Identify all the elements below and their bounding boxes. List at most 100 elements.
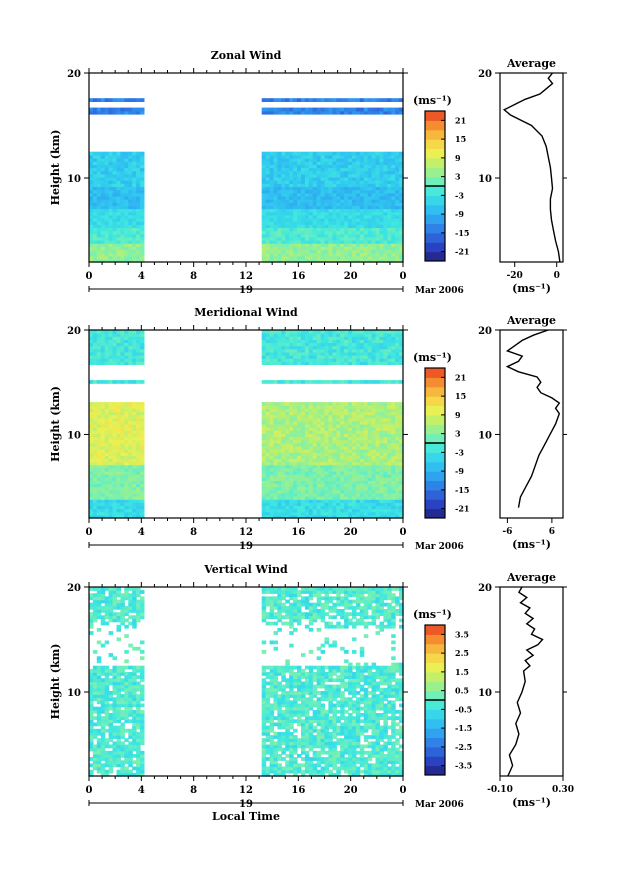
heatmap-cell	[281, 424, 286, 428]
heatmap-cell	[308, 511, 314, 516]
heatmap-cell	[136, 183, 141, 188]
heatmap-cell	[379, 351, 384, 356]
heatmap-cell	[281, 221, 286, 225]
heatmap-cell	[92, 433, 98, 438]
heatmap-cell	[293, 408, 298, 412]
heatmap-cell	[104, 719, 110, 724]
heatmap-cell	[112, 684, 117, 689]
heatmap-cell	[399, 233, 404, 238]
heatmap-cell	[136, 361, 141, 365]
heatmap-cell	[281, 189, 286, 194]
heatmap-cell	[391, 351, 396, 356]
heatmap-cell	[140, 480, 145, 485]
heatmap-cell	[352, 173, 357, 178]
heatmap-cell	[324, 458, 329, 463]
heatmap-cell	[359, 195, 365, 200]
heatmap-cell	[363, 477, 369, 481]
heatmap-cell	[128, 98, 133, 102]
heatmap-cell	[316, 436, 322, 441]
heatmap-cell	[124, 214, 129, 219]
heatmap-cell	[320, 471, 326, 475]
heatmap-cell	[367, 414, 373, 419]
heatmap-cell	[316, 433, 322, 438]
heatmap-cell	[367, 151, 373, 156]
heatmap-cell	[108, 511, 114, 516]
colorbar-swatch	[425, 508, 445, 519]
heatmap-cell	[344, 496, 349, 500]
heatmap-cell	[128, 339, 133, 344]
heatmap-cell	[363, 420, 369, 425]
heatmap-cell	[297, 183, 302, 188]
heatmap-cell	[89, 252, 94, 257]
heatmap-cell	[136, 240, 141, 244]
heatmap-cell	[375, 333, 380, 337]
heatmap-cell	[112, 593, 117, 598]
heatmap-cell	[100, 596, 106, 601]
heatmap-cell	[399, 339, 404, 344]
heatmap-cell	[289, 233, 294, 238]
heatmap-cell	[104, 176, 110, 181]
heatmap-cell	[316, 243, 322, 247]
heatmap-cell	[136, 173, 141, 178]
heatmap-cell	[320, 170, 326, 175]
heatmap-cell	[383, 486, 388, 491]
heatmap-cell	[281, 433, 286, 438]
heatmap-cell	[96, 199, 102, 203]
heatmap-cell	[352, 255, 357, 260]
heatmap-cell	[89, 243, 94, 247]
heatmap-cell	[320, 502, 326, 506]
heatmap-cell	[136, 107, 141, 112]
colorbar-tick-label: -15	[455, 228, 469, 238]
heatmap-cell	[348, 436, 353, 441]
heatmap-cell	[277, 445, 282, 450]
heatmap-cell	[344, 358, 349, 362]
heatmap-cell	[136, 167, 141, 172]
heatmap-cell	[281, 330, 286, 334]
heatmap-cell	[371, 240, 377, 244]
heatmap-cell	[383, 361, 388, 365]
heatmap-cell	[100, 477, 106, 481]
heatmap-cell	[399, 489, 404, 494]
heatmap-cell	[108, 240, 114, 244]
heatmap-cell	[277, 243, 282, 247]
heatmap-cell	[367, 98, 373, 102]
heatmap-cell	[328, 414, 333, 419]
x-tick-label: 20	[344, 271, 358, 282]
heatmap-cell	[379, 252, 384, 257]
heatmap-cell	[120, 458, 125, 463]
heatmap-cell	[116, 427, 121, 431]
heatmap-cell	[355, 98, 361, 102]
heatmap-cell	[304, 452, 310, 456]
heatmap-cell	[297, 483, 302, 488]
heatmap-cell	[261, 202, 267, 206]
heatmap-cell	[261, 436, 267, 441]
heatmap-cell	[136, 339, 141, 344]
heatmap-cell	[116, 747, 121, 752]
heatmap-cell	[391, 202, 396, 206]
heatmap-cell	[379, 439, 384, 444]
heatmap-cell	[273, 414, 278, 419]
heatmap-cell	[399, 449, 404, 453]
heatmap-cell	[136, 464, 141, 469]
heatmap-cell	[112, 464, 117, 469]
heatmap-cell	[363, 442, 369, 447]
heatmap-cell	[136, 445, 141, 450]
heatmap-cell	[308, 98, 314, 102]
heatmap-cell	[112, 474, 117, 478]
heatmap-cell	[387, 224, 392, 228]
heatmap-cell	[375, 236, 380, 241]
heatmap-cell	[100, 221, 106, 225]
heatmap-cell	[316, 170, 322, 175]
heatmap-cell	[383, 189, 388, 194]
heatmap-cell	[332, 380, 337, 384]
heatmap-cell	[308, 464, 314, 469]
heatmap-cell	[304, 467, 310, 472]
heatmap-cell	[324, 333, 329, 337]
heatmap-cell	[289, 467, 294, 472]
heatmap-cell	[289, 107, 294, 112]
heatmap-cell	[371, 214, 377, 219]
heatmap-cell	[308, 486, 314, 491]
heatmap-cell	[391, 424, 396, 428]
heatmap-cell	[281, 471, 286, 475]
heatmap-cell	[136, 477, 141, 481]
